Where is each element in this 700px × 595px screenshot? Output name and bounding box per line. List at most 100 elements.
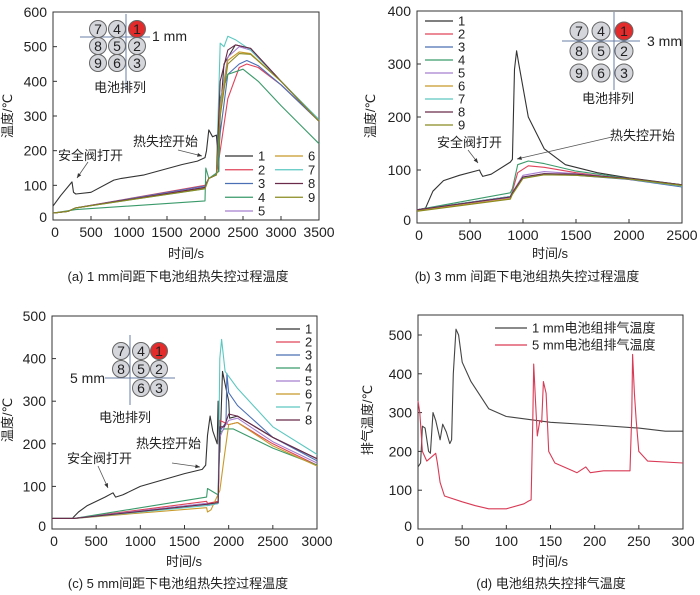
legend-label: 5 xyxy=(458,66,465,81)
legend-label: 9 xyxy=(308,190,315,205)
y-tick-label: 400 xyxy=(23,351,47,367)
x-tick-label: 0 xyxy=(415,227,423,243)
legend-label: 5 xyxy=(258,204,265,219)
x-tick-label: 1000 xyxy=(125,533,156,549)
annotation-label: 安全阀打开 xyxy=(58,148,123,163)
inset-label: 电池排列 xyxy=(99,410,151,425)
battery-cell-number: 2 xyxy=(133,38,141,54)
legend-label: 8 xyxy=(458,105,465,120)
x-tick-label: 2000 xyxy=(613,227,644,243)
legend-label: 7 xyxy=(308,162,315,177)
annotation-label: 热失控开始 xyxy=(136,436,201,451)
legend-label: 1 xyxy=(305,322,312,337)
y-tick-label: 0 xyxy=(39,209,47,225)
chart-caption: (c) 5 mm间距下电池组热失控过程温度 xyxy=(68,576,288,591)
y-tick-label: 300 xyxy=(24,108,48,124)
x-tick-label: 0 xyxy=(50,533,58,549)
battery-cell-number: 6 xyxy=(137,380,145,396)
series-line-7 xyxy=(52,338,318,519)
y-tick-label: 600 xyxy=(24,4,48,20)
battery-cell-number: 7 xyxy=(117,343,125,359)
y-tick-label: 500 xyxy=(389,327,413,343)
x-axis-label: 时间/s xyxy=(168,246,205,261)
legend-label: 4 xyxy=(305,361,312,376)
y-axis-label: 温度/℃ xyxy=(0,94,15,138)
y-tick-label: 100 xyxy=(388,162,412,178)
inset-label: 电池排列 xyxy=(582,91,634,106)
x-tick-label: 3000 xyxy=(301,533,332,549)
x-axis-label: 时间/s xyxy=(532,246,569,261)
battery-cell xyxy=(591,63,611,83)
x-tick-label: 0 xyxy=(416,533,424,549)
battery-cell-number: 3 xyxy=(620,65,628,81)
annotation-arrowhead xyxy=(473,158,478,163)
y-tick-label: 300 xyxy=(389,405,413,421)
x-tick-label: 100 xyxy=(495,533,519,549)
x-tick-label: 200 xyxy=(583,533,607,549)
battery-cell-number: 8 xyxy=(117,361,125,377)
annotation-arrowhead xyxy=(104,483,108,488)
y-tick-label: 200 xyxy=(388,109,412,125)
y-tick-label: 300 xyxy=(388,56,412,72)
series-line-5 mm电池组排气温度 xyxy=(417,353,684,510)
plot-frame xyxy=(51,315,318,530)
x-tick-label: 1000 xyxy=(507,227,538,243)
x-tick-label: 300 xyxy=(671,533,695,549)
battery-cell xyxy=(112,342,130,360)
annotation-label: 安全阀打开 xyxy=(437,135,502,150)
inset-spacing-label: 3 mm xyxy=(647,33,682,49)
annotation-arrowhead xyxy=(197,152,202,157)
battery-cell-number: 7 xyxy=(94,21,102,37)
x-tick-label: 2500 xyxy=(257,533,288,549)
legend: 1 mm电池组排气温度 5 mm电池组排气温度 xyxy=(495,321,656,353)
x-tick-label: 3000 xyxy=(265,224,296,240)
y-tick-label: 300 xyxy=(23,393,47,409)
battery-cell-number: 7 xyxy=(575,23,583,39)
legend-label: 2 xyxy=(458,27,465,42)
legend-label: 4 xyxy=(458,53,465,68)
y-tick-label: 200 xyxy=(389,443,413,459)
battery-cell xyxy=(89,54,107,72)
annotation-label: 热失控开始 xyxy=(610,128,675,143)
x-tick-label: 2500 xyxy=(666,227,697,243)
legend-label: 7 xyxy=(305,400,312,415)
x-axis-label: 时间/s xyxy=(166,554,203,569)
series-line-1 xyxy=(416,50,683,211)
battery-cell-number: 4 xyxy=(137,343,145,359)
x-axis-label: 时间/s xyxy=(532,554,569,569)
legend-label: 3 xyxy=(458,40,465,55)
battery-cell-number: 8 xyxy=(575,43,583,59)
battery-cell-number: 3 xyxy=(133,55,141,71)
legend-label: 5 mm电池组排气温度 xyxy=(532,338,656,353)
inset-spacing-label: 5 mm xyxy=(70,370,105,386)
battery-cell-number: 1 xyxy=(155,343,163,359)
chart-a: 0 500 1000 1500 2000 2500 3000 3500010020030040… xyxy=(0,4,335,284)
battery-cell-number: 4 xyxy=(113,21,121,37)
y-tick-label: 400 xyxy=(388,3,412,19)
x-tick-label: 150 xyxy=(539,533,563,549)
battery-cell-trigger xyxy=(150,342,168,360)
battery-cell xyxy=(569,63,589,83)
battery-arrangement-inset: 7 4 1 8 5 2 9 6 3 3 mm 电池排列 xyxy=(562,12,682,106)
chart-c: 0 500 1000 1500 2000 2500 3000 0 100 200 300 400 500… xyxy=(0,308,333,591)
battery-cell-number: 6 xyxy=(597,65,605,81)
chart-d: 0 50 100 150 200 250 300 0 100 200 300 400 500 时间/s 排气… xyxy=(360,314,695,591)
battery-cell-number: 9 xyxy=(94,55,102,71)
inset-label: 电池排列 xyxy=(94,80,146,95)
battery-arrangement-inset: 7 4 1 8 5 26 3 5 mm 电池排列 xyxy=(70,335,175,425)
battery-cell-number: 6 xyxy=(113,55,121,71)
y-axis-label: 排气温度/℃ xyxy=(360,385,375,455)
x-tick-label: 1000 xyxy=(113,224,144,240)
battery-cell xyxy=(591,21,611,41)
y-tick-label: 500 xyxy=(23,308,47,324)
battery-cell-number: 5 xyxy=(597,43,605,59)
battery-cell-number: 8 xyxy=(94,38,102,54)
legend-label: 1 xyxy=(458,14,465,29)
battery-cell-number: 5 xyxy=(137,361,145,377)
annotation-label: 安全阀打开 xyxy=(67,451,132,466)
annotation-arrowhead xyxy=(77,173,82,178)
battery-cell-number: 5 xyxy=(113,38,121,54)
x-tick-label: 250 xyxy=(627,533,651,549)
